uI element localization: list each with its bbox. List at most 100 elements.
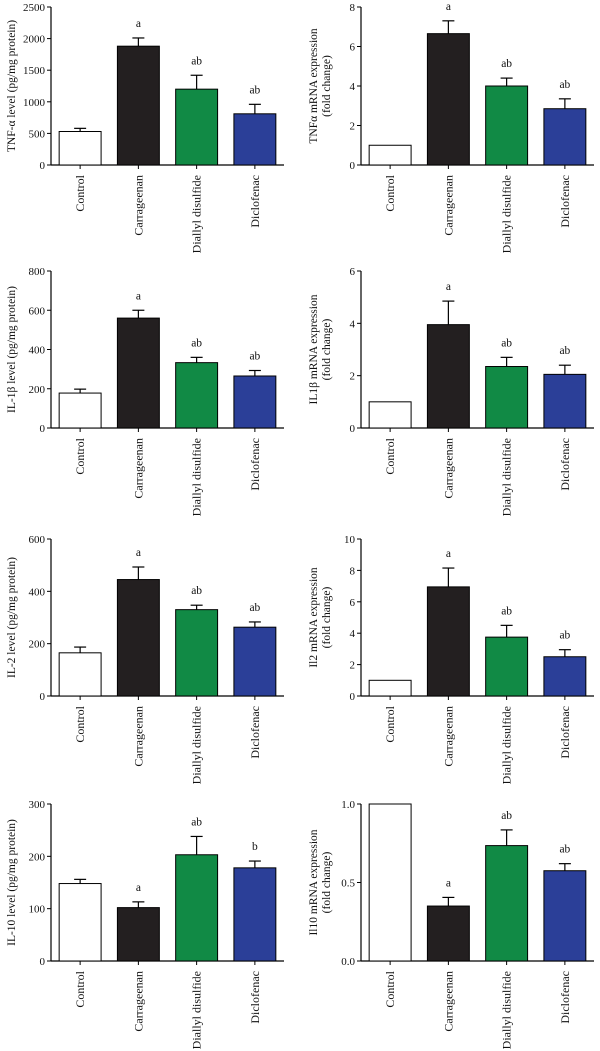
bar-diallyl-disulfide bbox=[485, 85, 529, 166]
bar-diclofenac bbox=[543, 373, 587, 429]
x-tick-label: Diallyl disulfide bbox=[190, 971, 204, 1049]
x-tick-label: Diclofenac bbox=[248, 175, 262, 228]
bar-diclofenac bbox=[233, 867, 277, 962]
y-axis-title: (fold change) bbox=[321, 852, 333, 914]
significance-label: ab bbox=[559, 345, 570, 357]
significance-label: b bbox=[252, 841, 258, 853]
y-tick-label: 2 bbox=[350, 371, 356, 383]
y-tick-label: 2000 bbox=[23, 34, 46, 46]
y-tick-label: 1000 bbox=[23, 97, 46, 109]
significance-label: ab bbox=[501, 58, 512, 70]
significance-label: ab bbox=[191, 816, 202, 828]
chart-panel-4: 0 2 4 6 IL1β mRNA expression (fold change) Con… bbox=[308, 266, 594, 516]
x-tick-label: Carrageenan bbox=[441, 175, 455, 236]
x-tick-label: Carrageenan bbox=[441, 438, 455, 499]
y-tick-label: 1.0 bbox=[341, 799, 355, 811]
y-tick-label: 200 bbox=[29, 384, 46, 396]
bar-diclofenac bbox=[233, 626, 277, 697]
x-tick-label: Control bbox=[383, 705, 397, 742]
y-tick-label: 8 bbox=[350, 565, 356, 577]
bar-diallyl-disulfide bbox=[175, 88, 219, 166]
x-tick-label: Carrageenan bbox=[131, 706, 145, 767]
significance-label: a bbox=[136, 18, 141, 30]
bar-diclofenac bbox=[543, 870, 587, 962]
bar-control bbox=[368, 803, 412, 962]
x-tick-label: Diallyl disulfide bbox=[500, 706, 514, 784]
bar-control bbox=[368, 144, 412, 166]
bar-diallyl-disulfide bbox=[175, 609, 219, 697]
chart-panel-3: 0 200 400 600 800 IL-1β level (pg/mg protein)… bbox=[6, 266, 284, 516]
bar-control bbox=[58, 392, 102, 429]
y-tick-label: 6 bbox=[350, 42, 356, 54]
x-tick-label: Carrageenan bbox=[441, 706, 455, 767]
x-tick-label: Control bbox=[383, 970, 397, 1007]
y-tick-label: 0 bbox=[350, 160, 356, 172]
y-tick-label: 0.0 bbox=[341, 956, 355, 968]
bar-carrageenan bbox=[426, 33, 470, 166]
significance-label: ab bbox=[249, 350, 260, 362]
chart-panel-8: 0.0 0.5 1.0 Il10 mRNA expression (fold chang… bbox=[308, 799, 594, 1049]
chart-panel-5: 0 200 400 600 IL-2 level (pg/mg protein) Cont… bbox=[6, 534, 284, 784]
bar-carrageenan bbox=[116, 317, 160, 429]
x-tick-label: Control bbox=[73, 705, 87, 742]
y-tick-label: 2 bbox=[350, 121, 356, 133]
y-tick-label: 800 bbox=[29, 266, 46, 278]
y-axis-title: IL-10 level (pg/mg protein) bbox=[6, 819, 18, 946]
x-tick-label: Control bbox=[383, 174, 397, 211]
x-tick-label: Control bbox=[73, 174, 87, 211]
chart-panel-7: 0 100 200 300 IL-10 level (pg/mg protein) Con… bbox=[6, 799, 284, 1049]
bar-carrageenan bbox=[426, 586, 470, 697]
significance-label: ab bbox=[249, 602, 260, 614]
x-tick-label: Diallyl disulfide bbox=[190, 706, 204, 784]
y-tick-label: 8 bbox=[350, 2, 356, 14]
bar-diallyl-disulfide bbox=[485, 366, 529, 429]
y-tick-label: 0 bbox=[40, 160, 46, 172]
x-tick-label: Control bbox=[73, 437, 87, 474]
x-tick-label: Diallyl disulfide bbox=[500, 971, 514, 1049]
y-tick-label: 0 bbox=[350, 423, 356, 435]
significance-label: a bbox=[446, 1, 451, 13]
bar-diallyl-disulfide bbox=[485, 636, 529, 697]
y-tick-label: 10 bbox=[344, 534, 356, 546]
chart-panel-1: 0 500 1000 1500 2000 2500 TNF-α level (pg/mg p… bbox=[6, 2, 284, 253]
x-tick-label: Control bbox=[73, 970, 87, 1007]
bar-diallyl-disulfide bbox=[175, 362, 219, 429]
significance-label: a bbox=[136, 547, 141, 559]
y-tick-label: 6 bbox=[350, 597, 356, 609]
y-tick-label: 0 bbox=[40, 691, 46, 703]
bar-carrageenan bbox=[426, 905, 470, 962]
y-axis-title: IL-2 level (pg/mg protein) bbox=[6, 557, 18, 678]
x-tick-label: Diallyl disulfide bbox=[190, 175, 204, 253]
x-tick-label: Diclofenac bbox=[558, 706, 572, 759]
x-tick-label: Diallyl disulfide bbox=[190, 438, 204, 516]
x-tick-label: Diallyl disulfide bbox=[500, 175, 514, 253]
y-axis-title: TNFα mRNA expression bbox=[308, 28, 320, 144]
bar-carrageenan bbox=[426, 324, 470, 429]
significance-label: ab bbox=[501, 337, 512, 349]
y-tick-label: 200 bbox=[29, 639, 46, 651]
y-tick-label: 100 bbox=[29, 904, 46, 916]
bar-diclofenac bbox=[543, 108, 587, 166]
significance-label: a bbox=[446, 281, 451, 293]
y-tick-label: 2 bbox=[350, 660, 356, 672]
bar-diclofenac bbox=[233, 113, 277, 166]
x-tick-label: Control bbox=[383, 437, 397, 474]
significance-label: ab bbox=[501, 605, 512, 617]
x-tick-label: Diclofenac bbox=[558, 438, 572, 491]
y-tick-label: 1500 bbox=[23, 65, 46, 77]
bar-carrageenan bbox=[116, 579, 160, 697]
y-tick-label: 4 bbox=[350, 628, 356, 640]
y-tick-label: 300 bbox=[29, 799, 46, 811]
bar-diallyl-disulfide bbox=[485, 845, 529, 962]
y-axis-title: Il10 mRNA expression bbox=[308, 829, 320, 935]
y-axis-title: (fold change) bbox=[321, 587, 333, 649]
y-tick-label: 0 bbox=[350, 691, 356, 703]
significance-label: ab bbox=[559, 630, 570, 642]
x-tick-label: Diclofenac bbox=[248, 706, 262, 759]
y-axis-title: IL-1β level (pg/mg protein) bbox=[6, 286, 18, 413]
chart-panel-2: 0 2 4 6 8 TNFα mRNA expression (fold change) Co… bbox=[308, 1, 594, 253]
significance-label: ab bbox=[559, 79, 570, 91]
bar-carrageenan bbox=[116, 45, 160, 166]
significance-label: ab bbox=[249, 84, 260, 96]
